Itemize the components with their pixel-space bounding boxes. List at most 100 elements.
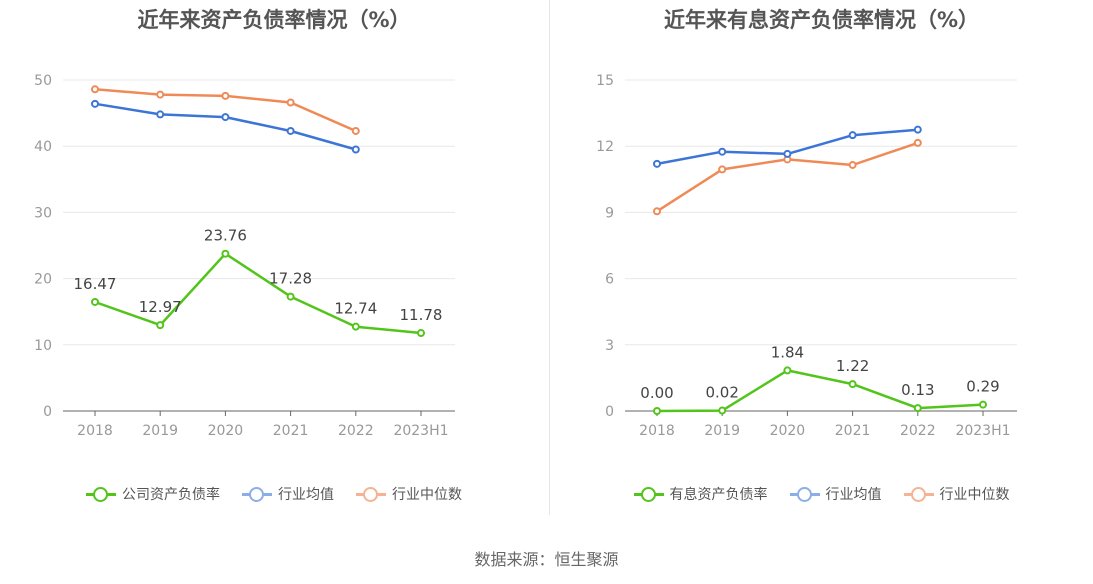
data-point <box>850 132 856 138</box>
legend-item[interactable]: 公司资产负债率 <box>86 484 220 504</box>
data-label: 17.28 <box>269 270 312 288</box>
legend-label: 有息资产负债率 <box>670 484 768 504</box>
y-tick-label: 30 <box>34 205 52 221</box>
legend-marker <box>363 487 378 502</box>
x-tick-label: 2022 <box>900 423 936 439</box>
y-tick-label: 50 <box>34 73 52 89</box>
data-point <box>654 408 660 414</box>
x-tick-label: 2021 <box>835 423 871 439</box>
legend-item[interactable]: 有息资产负债率 <box>634 484 768 504</box>
legend-swatch <box>790 487 820 501</box>
data-label: 1.22 <box>836 357 869 375</box>
data-label: 0.29 <box>966 378 999 396</box>
line-chart-debt-ratio: 0 10 20 30 40 50 2018 2019 2020 2021 2022 2023H1 16.… <box>0 0 548 470</box>
data-point <box>157 111 163 117</box>
data-point <box>353 128 359 134</box>
chart-panel-interest-bearing-debt-ratio: 近年来有息资产负债率情况（%） 0 3 6 9 12 15 2018 2019 2020 2021… <box>550 0 1093 520</box>
data-point <box>157 92 163 98</box>
legend-label: 公司资产负债率 <box>122 484 220 504</box>
data-point <box>850 381 856 387</box>
legend-marker <box>797 487 812 502</box>
data-label: 12.97 <box>139 298 182 316</box>
data-point <box>288 294 294 300</box>
legend-marker <box>641 487 656 502</box>
legend-label: 行业均值 <box>278 484 334 504</box>
x-tick-label: 2018 <box>77 423 113 439</box>
legend-item[interactable]: 行业中位数 <box>904 484 1010 504</box>
y-tick-label: 0 <box>43 404 52 420</box>
y-tick-label: 9 <box>605 205 614 221</box>
data-point <box>222 251 228 257</box>
chart-panel-debt-ratio: 近年来资产负债率情况（%） 0 10 20 30 40 50 2018 2019 2020 202… <box>0 0 548 520</box>
x-tick-label: 2021 <box>273 423 309 439</box>
y-tick-label: 0 <box>605 404 614 420</box>
legend-swatch <box>634 487 664 501</box>
data-label: 1.84 <box>771 343 804 361</box>
data-point <box>915 405 921 411</box>
x-tick-label: 2019 <box>704 423 740 439</box>
data-point <box>654 208 660 214</box>
x-tick-label: 2018 <box>639 423 675 439</box>
legend-label: 行业均值 <box>826 484 882 504</box>
data-point <box>784 151 790 157</box>
data-point <box>719 166 725 172</box>
data-label: 11.78 <box>400 306 443 324</box>
chart-legend: 有息资产负债率 行业均值 行业中位数 <box>550 484 1093 504</box>
data-point <box>719 149 725 155</box>
legend-item[interactable]: 行业均值 <box>242 484 334 504</box>
data-point <box>418 330 424 336</box>
x-tick-label: 2023H1 <box>955 423 1010 439</box>
data-point <box>222 114 228 120</box>
x-tick-label: 2022 <box>338 423 374 439</box>
y-tick-label: 12 <box>596 139 614 155</box>
legend-label: 行业中位数 <box>392 484 462 504</box>
data-point <box>92 101 98 107</box>
legend-swatch <box>904 487 934 501</box>
data-point <box>222 93 228 99</box>
data-point <box>915 140 921 146</box>
x-tick-label: 2020 <box>770 423 806 439</box>
chart-legend: 公司资产负债率 行业均值 行业中位数 <box>0 484 548 504</box>
legend-marker <box>249 487 264 502</box>
y-tick-label: 6 <box>605 272 614 288</box>
data-point <box>353 147 359 153</box>
data-label: 16.47 <box>74 275 117 293</box>
data-point <box>915 127 921 133</box>
y-tick-label: 15 <box>596 73 614 89</box>
data-source-note: 数据来源：恒生聚源 <box>0 546 1093 570</box>
data-label: 0.02 <box>705 384 738 402</box>
data-point <box>719 408 725 414</box>
data-label: 0.00 <box>640 384 673 402</box>
series-line-公司资产负债率 <box>95 254 421 333</box>
legend-marker <box>93 487 108 502</box>
data-label: 12.74 <box>334 300 377 318</box>
data-point <box>288 128 294 134</box>
x-tick-label: 2023H1 <box>393 423 448 439</box>
data-point <box>288 100 294 106</box>
legend-swatch <box>86 487 116 501</box>
legend-item[interactable]: 行业中位数 <box>356 484 462 504</box>
data-point <box>353 324 359 330</box>
data-point <box>654 161 660 167</box>
x-tick-label: 2019 <box>142 423 178 439</box>
y-tick-label: 20 <box>34 272 52 288</box>
y-tick-label: 3 <box>605 338 614 354</box>
line-chart-interest-bearing-debt-ratio: 0 3 6 9 12 15 2018 2019 2020 2021 2022 2023H1 0.00 0.… <box>550 0 1093 470</box>
y-tick-label: 10 <box>34 338 52 354</box>
data-point <box>92 86 98 92</box>
data-point <box>157 322 163 328</box>
legend-swatch <box>242 487 272 501</box>
data-label: 23.76 <box>204 227 247 245</box>
data-point <box>980 402 986 408</box>
series-line-行业均值 <box>95 104 356 150</box>
y-tick-label: 40 <box>34 139 52 155</box>
data-point <box>92 299 98 305</box>
legend-label: 行业中位数 <box>940 484 1010 504</box>
x-tick-label: 2020 <box>208 423 244 439</box>
legend-marker <box>911 487 926 502</box>
legend-swatch <box>356 487 386 501</box>
data-label: 0.13 <box>901 381 934 399</box>
data-point <box>784 367 790 373</box>
data-point <box>850 162 856 168</box>
legend-item[interactable]: 行业均值 <box>790 484 882 504</box>
